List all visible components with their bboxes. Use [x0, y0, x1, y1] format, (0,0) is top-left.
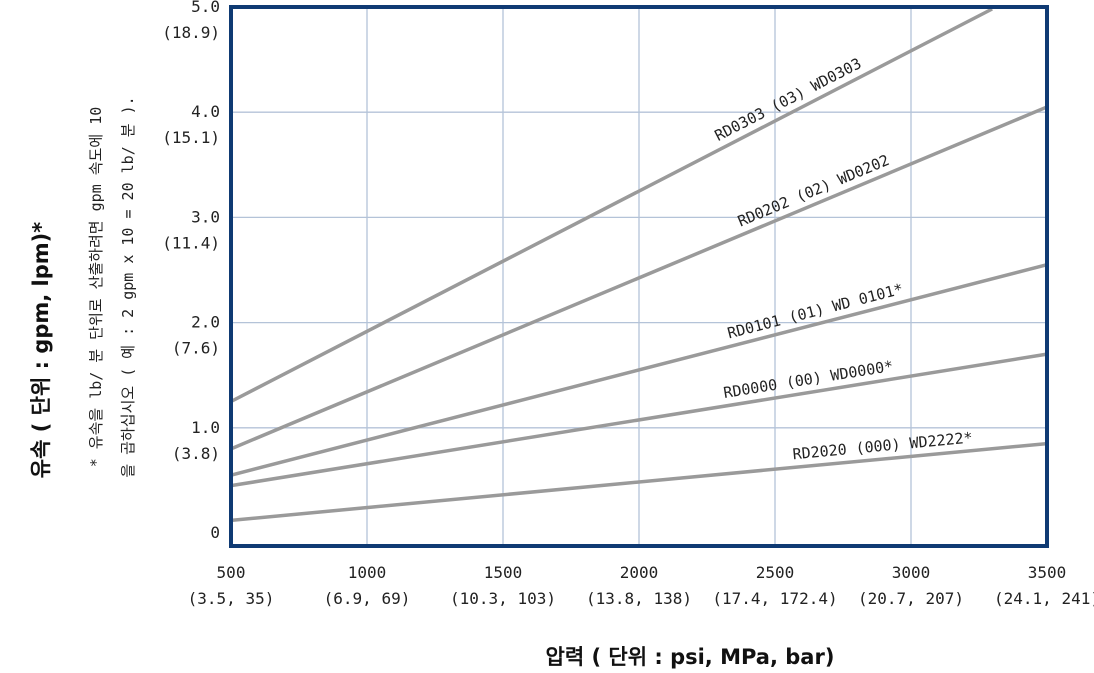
x-tick-sublabel: (3.5, 35) [188, 589, 275, 608]
x-tick-sublabel: (10.3, 103) [450, 589, 556, 608]
x-tick-sublabel: (20.7, 207) [858, 589, 964, 608]
y-tick-label: 2.0 [191, 313, 220, 332]
x-tick-label: 3500 [1028, 563, 1067, 582]
x-tick-label: 1000 [348, 563, 387, 582]
x-tick-label: 2000 [620, 563, 659, 582]
x-tick-sublabel: (24.1, 241) [994, 589, 1094, 608]
flow-note-line-2: 을 곱하십시오 ( 예 : 2 gpm x 10 = 20 lb/ 분 ). [119, 96, 137, 477]
y-tick-label: 3.0 [191, 207, 220, 226]
series-line [230, 105, 1048, 451]
y-tick-labels: 0 1.0 (3.8) 2.0 (7.6) 3.0 (11.4) 4.0 (15.1) 5.0 (1… [162, 0, 220, 542]
x-tick-label: 2500 [756, 563, 795, 582]
series-label: RD0000 (00) WD0000* [722, 357, 894, 402]
series-line [230, 263, 1048, 477]
y-tick-sublabel: (18.9) [162, 23, 220, 42]
series-label: RD0202 (02) WD0202 [735, 151, 892, 230]
x-tick-sublabel: (13.8, 138) [586, 589, 692, 608]
grid-lines [231, 7, 1047, 546]
y-tick-sublabel: (3.8) [172, 444, 220, 463]
x-axis-title: 압력 ( 단위 : psi, MPa, bar) [546, 645, 835, 669]
flow-note-line-1: * 유속을 lb/ 분 단위로 산출하려면 gpm 속도에 10 [87, 107, 105, 468]
x-tick-sublabel: (6.9, 69) [324, 589, 411, 608]
y-tick-label: 5.0 [191, 0, 220, 16]
x-tick-sublabel: (17.4, 172.4) [712, 589, 837, 608]
plot-frame [229, 5, 1049, 548]
y-tick-label: 1.0 [191, 418, 220, 437]
series-line [230, 7, 993, 404]
series-line [230, 441, 1048, 523]
series-label: RD0303 (03) WD0303 [712, 54, 865, 145]
x-tick-label: 500 [217, 563, 246, 582]
y-tick-sublabel: (7.6) [172, 339, 220, 358]
series-line [230, 352, 1048, 488]
y-tick-sublabel: (15.1) [162, 128, 220, 147]
series-label: RD0101 (01) WD 0101* [726, 280, 905, 343]
y-tick-label: 4.0 [191, 102, 220, 121]
x-tick-label: 1500 [484, 563, 523, 582]
y-tick-label: 0 [210, 523, 220, 542]
y-axis-title: 유속 ( 단위 : gpm, lpm)* [29, 222, 53, 478]
y-tick-sublabel: (11.4) [162, 233, 220, 252]
x-tick-labels: 500 (3.5, 35) 1000 (6.9, 69) 1500 (10.3, 103)… [188, 563, 1094, 608]
x-tick-label: 3000 [892, 563, 931, 582]
series-lines [230, 7, 1048, 523]
